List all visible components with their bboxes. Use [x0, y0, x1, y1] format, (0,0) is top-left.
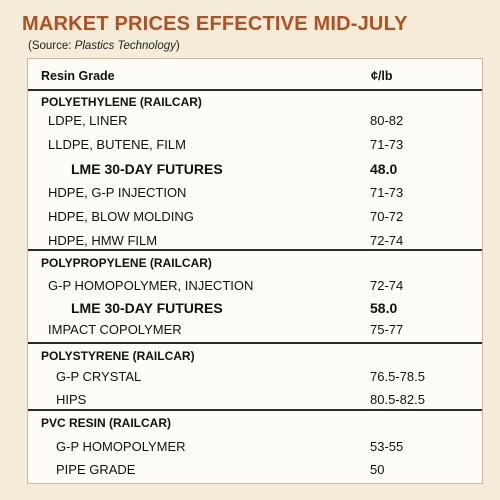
column-header-grade: Resin Grade — [41, 69, 115, 83]
row-value: 75-77 — [370, 322, 404, 337]
row-value: 80-82 — [370, 113, 404, 128]
table-header: Resin Grade ¢/lb — [28, 59, 482, 91]
table-row-futures: LME 30-DAY FUTURES 48.0 — [28, 157, 482, 179]
row-name: LLDPE, BUTENE, FILM — [48, 137, 186, 152]
table-row: PIPE GRADE 50 — [28, 458, 482, 480]
table-row: IMPACT COPOLYMER 75-77 — [28, 318, 482, 340]
source-name: Plastics Technology — [74, 40, 176, 52]
row-value: 72-74 — [370, 233, 404, 248]
row-name: LME 30-DAY FUTURES — [71, 161, 223, 177]
table-row: HDPE, G-P INJECTION 71-73 — [28, 181, 482, 203]
section-pvc-resin: PVC RESIN (RAILCAR) G-P HOMOPOLYMER 53-5… — [28, 411, 482, 481]
row-value: 50 — [370, 462, 385, 477]
row-value: 71-73 — [370, 185, 404, 200]
source-note: (Source: Plastics Technology) — [28, 40, 180, 52]
page-title: MARKET PRICES EFFECTIVE MID-JULY — [22, 13, 408, 35]
row-name: G-P CRYSTAL — [56, 369, 142, 384]
table-row: G-P CRYSTAL 76.5-78.5 — [28, 365, 482, 387]
table-row: LDPE, LINER 80-82 — [28, 109, 482, 131]
section-title: POLYETHYLENE (RAILCAR) — [41, 95, 202, 109]
table-row-futures: LME 30-DAY FUTURES 58.0 — [28, 296, 482, 318]
row-value: 71-73 — [370, 137, 404, 152]
row-name: PIPE GRADE — [56, 462, 136, 477]
source-prefix: (Source: — [28, 40, 75, 52]
table-row: HIPS 80.5-82.5 — [28, 388, 482, 410]
table-row: G-P HOMOPOLYMER 53-55 — [28, 435, 482, 457]
section-polystyrene: POLYSTYRENE (RAILCAR) G-P CRYSTAL 76.5-7… — [28, 344, 482, 411]
section-title: PVC RESIN (RAILCAR) — [41, 416, 172, 430]
row-value: 53-55 — [370, 439, 404, 454]
row-name: HDPE, G-P INJECTION — [48, 185, 187, 200]
row-name: G-P HOMOPOLYMER, INJECTION — [48, 278, 254, 293]
table-row: LLDPE, BUTENE, FILM 71-73 — [28, 133, 482, 155]
row-value: 58.0 — [370, 300, 398, 316]
column-header-unit: ¢/lb — [371, 69, 393, 83]
table-row: HDPE, HMW FILM 72-74 — [28, 229, 482, 251]
row-value: 70-72 — [370, 209, 404, 224]
row-value: 76.5-78.5 — [370, 369, 425, 384]
row-name: HIPS — [56, 392, 87, 407]
row-name: G-P HOMOPOLYMER — [56, 439, 186, 454]
row-name: IMPACT COPOLYMER — [48, 322, 182, 337]
price-table: Resin Grade ¢/lb POLYETHYLENE (RAILCAR) … — [27, 58, 483, 484]
row-name: HDPE, BLOW MOLDING — [48, 209, 194, 224]
row-value: 80.5-82.5 — [370, 392, 425, 407]
row-name: LME 30-DAY FUTURES — [71, 300, 223, 316]
row-name: LDPE, LINER — [48, 113, 128, 128]
section-title: POLYSTYRENE (RAILCAR) — [41, 349, 195, 363]
row-value: 72-74 — [370, 278, 404, 293]
section-title: POLYPROPYLENE (RAILCAR) — [41, 256, 212, 270]
section-polyethylene: POLYETHYLENE (RAILCAR) LDPE, LINER 80-82… — [28, 91, 482, 251]
row-name: HDPE, HMW FILM — [48, 233, 158, 248]
table-row: HDPE, BLOW MOLDING 70-72 — [28, 205, 482, 227]
section-polypropylene: POLYPROPYLENE (RAILCAR) G-P HOMOPOLYMER,… — [28, 251, 482, 344]
table-row: G-P HOMOPOLYMER, INJECTION 72-74 — [28, 274, 482, 296]
row-value: 48.0 — [370, 161, 398, 177]
source-suffix: ) — [175, 40, 180, 52]
